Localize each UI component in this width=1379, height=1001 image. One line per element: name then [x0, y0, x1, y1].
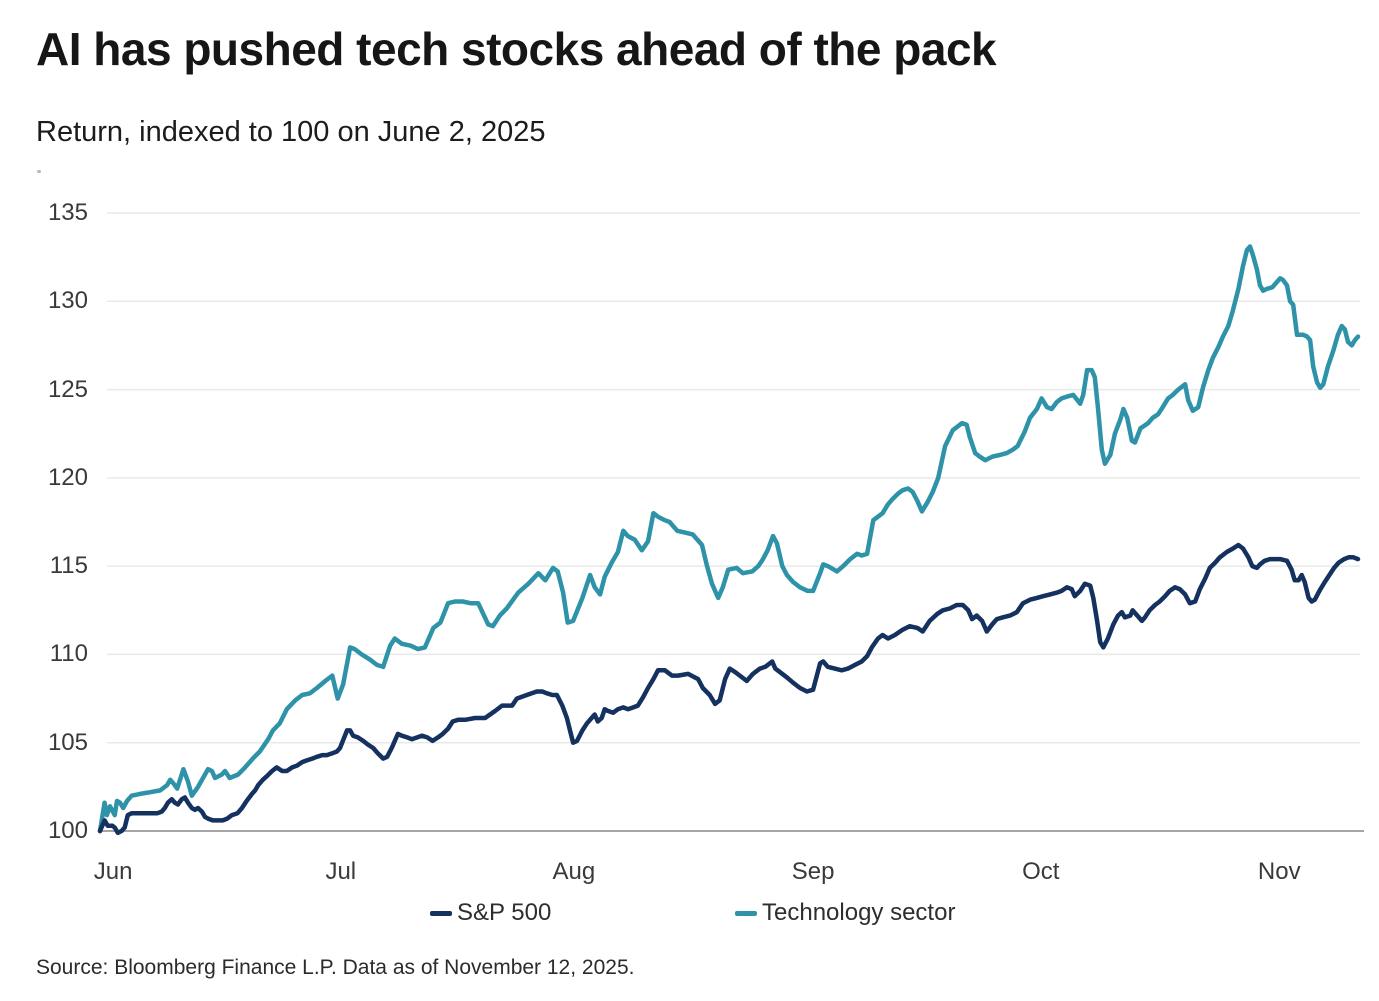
decorative-mark: [37, 170, 41, 173]
y-tick-label: 130: [47, 287, 88, 315]
y-tick-label: 135: [47, 199, 88, 226]
y-tick-label: 125: [47, 375, 88, 403]
x-tick-label: Oct: [1022, 858, 1060, 885]
y-tick-label: 105: [47, 728, 88, 756]
x-tick-label: Nov: [1257, 858, 1301, 885]
y-tick-label: 115: [49, 552, 88, 580]
chart-series: [97, 244, 1361, 836]
x-tick-label: Aug: [552, 858, 596, 885]
legend-label-technology-sector: Technology sector: [762, 899, 956, 926]
x-tick-label: Jul: [325, 858, 357, 885]
technology-sector-line-swatch: [735, 910, 757, 916]
series-line-s-p-500: [97, 542, 1361, 836]
legend-label-sp500: S&P 500: [457, 899, 552, 926]
y-tick-label: 100: [47, 817, 88, 844]
x-tick-label: Jun: [93, 858, 133, 885]
x-tick-label: Sep: [791, 858, 835, 885]
series-line-technology-sector: [97, 244, 1361, 834]
chart-subtitle: Return, indexed to 100 on June 2, 2025: [36, 116, 546, 148]
gridlines: [100, 212, 1364, 832]
y-tick-label: 120: [47, 463, 88, 491]
y-tick-label: 110: [49, 640, 88, 668]
legend-item-technology-sector: Technology sector: [735, 898, 955, 928]
legend-item-sp500: S&P 500: [430, 898, 551, 928]
source-note: Source: Bloomberg Finance L.P. Data as o…: [36, 956, 635, 979]
sp500-line-swatch: [430, 910, 452, 916]
page-title: AI has pushed tech stocks ahead of the p…: [36, 23, 997, 75]
